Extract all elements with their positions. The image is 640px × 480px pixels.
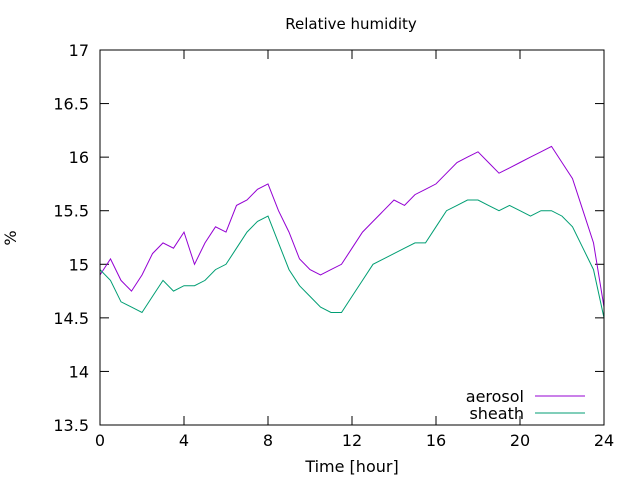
- y-tick-label: 14.5: [53, 309, 89, 328]
- y-tick-label: 15: [69, 255, 89, 274]
- series-line-sheath: [99, 199, 605, 319]
- legend-label-sheath: sheath: [469, 404, 524, 423]
- y-tick-label: 16.5: [53, 95, 89, 114]
- plot-frame: [99, 49, 605, 426]
- chart-title: Relative humidity: [285, 15, 417, 33]
- y-tick-label: 15.5: [53, 202, 89, 221]
- series-line-aerosol: [99, 145, 605, 308]
- x-tick-label: 4: [179, 431, 189, 450]
- x-tick-label: 20: [510, 431, 530, 450]
- x-tick-label: 0: [95, 431, 105, 450]
- y-axis-label: %: [1, 230, 20, 245]
- legend-label-aerosol: aerosol: [466, 387, 524, 406]
- x-tick-label: 24: [594, 431, 614, 450]
- y-tick-label: 16: [69, 148, 89, 167]
- y-tick-label: 13.5: [53, 416, 89, 435]
- y-tick-label: 17: [69, 41, 89, 60]
- series-lines: [99, 145, 605, 319]
- x-tick-label: 8: [263, 431, 273, 450]
- x-tick-label: 16: [426, 431, 446, 450]
- x-axis-label: Time [hour]: [304, 457, 398, 476]
- y-tick-label: 14: [69, 362, 89, 381]
- x-tick-label: 12: [342, 431, 362, 450]
